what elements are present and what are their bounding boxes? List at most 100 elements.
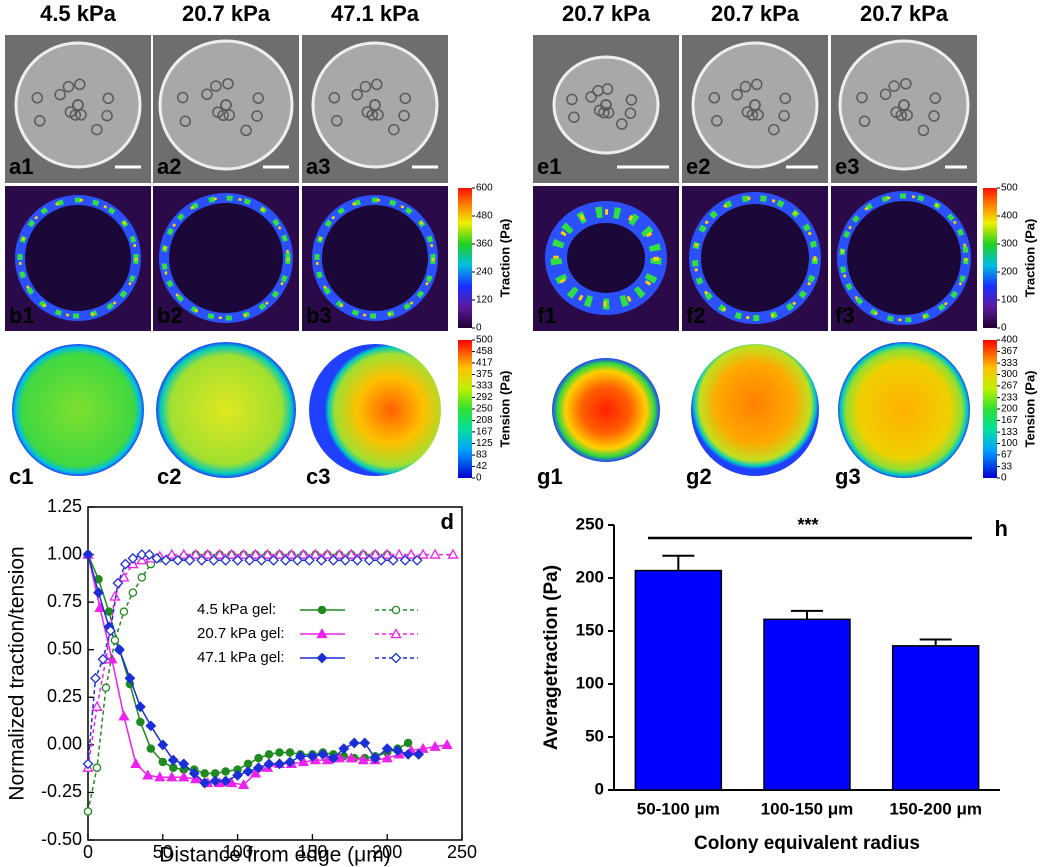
cell-texture <box>901 109 913 121</box>
cell-texture <box>399 92 412 105</box>
colorbar-tick-label: 33 <box>1001 461 1013 472</box>
cell-texture <box>371 78 383 91</box>
marker <box>413 748 425 760</box>
traction-peak <box>553 209 659 307</box>
colony <box>14 41 142 169</box>
marker <box>348 737 360 749</box>
panel-label: e2 <box>686 154 710 179</box>
marker <box>97 653 109 665</box>
cell-texture <box>768 123 780 136</box>
marker <box>118 571 130 582</box>
marker <box>249 767 262 778</box>
colony <box>552 55 660 155</box>
marker <box>295 750 306 762</box>
marker <box>297 756 310 767</box>
column-header: 20.7 kPa <box>182 1 271 26</box>
colorbar-tick-label: 267 <box>1001 381 1018 392</box>
y-tick-label: -0.25 <box>41 781 82 801</box>
tension-map <box>156 342 296 478</box>
x-tick-label: 250 <box>447 842 477 862</box>
colorbar-title: Traction (Pa) <box>497 219 512 298</box>
marker <box>244 554 255 566</box>
cell-texture <box>585 91 597 103</box>
marker <box>317 748 329 760</box>
colorbar <box>458 188 472 328</box>
colorbar-tick-label: 125 <box>476 438 493 449</box>
colorbar-tick-label: 500 <box>1001 183 1018 194</box>
cell-texture <box>600 99 612 111</box>
marker <box>261 548 274 559</box>
marker <box>104 607 114 616</box>
marker <box>284 756 296 768</box>
x-axis-label: Colony equivalent radius <box>694 833 920 854</box>
marker <box>359 737 371 749</box>
marker <box>345 752 357 763</box>
cell-texture <box>34 115 46 127</box>
colorbar-tick-label: 292 <box>476 392 493 403</box>
colorbar-tick-label: 200 <box>1001 267 1018 278</box>
marker <box>188 767 200 779</box>
marker <box>256 554 267 566</box>
cell-texture <box>252 92 264 104</box>
column-header: 20.7 kPa <box>562 1 651 26</box>
marker <box>254 753 263 763</box>
cell-texture <box>602 106 615 119</box>
marker <box>90 672 101 684</box>
traction-peak <box>315 198 435 318</box>
colorbar-tick-label: 133 <box>1001 427 1018 438</box>
traction-peak <box>693 196 817 320</box>
marker <box>297 548 310 559</box>
cell-texture <box>369 99 381 111</box>
colorbar-tick-label: 100 <box>1001 295 1018 306</box>
cell-texture <box>917 124 930 137</box>
marker <box>369 752 381 764</box>
panel-label: d <box>441 509 454 534</box>
x-tick-label: 100 <box>223 842 253 862</box>
marker <box>273 548 286 559</box>
marker <box>390 628 402 639</box>
panel-label: f2 <box>686 303 706 328</box>
marker <box>202 548 214 559</box>
column-header: 47.1 kPa <box>331 1 420 26</box>
marker <box>190 548 202 559</box>
traction-peak <box>162 196 290 320</box>
colorbar-title: Tension (Pa) <box>497 370 512 447</box>
colorbar-tick-label: 500 <box>476 335 493 346</box>
marker <box>82 758 94 770</box>
marker <box>285 748 295 757</box>
column-header: 20.7 kPa <box>860 1 949 26</box>
marker <box>130 758 142 769</box>
colorbar-tick-label: 0 <box>1001 473 1007 484</box>
colony <box>838 39 970 171</box>
marker <box>154 771 166 782</box>
cell-texture <box>331 115 343 127</box>
marker <box>402 748 414 760</box>
y-tick-label: 1.00 <box>47 543 82 563</box>
cell-texture <box>388 123 400 136</box>
marker <box>109 590 121 601</box>
x-tick-label: 50 <box>153 842 173 862</box>
marker <box>317 605 327 615</box>
marker <box>417 742 429 753</box>
marker <box>429 548 441 559</box>
colorbar-tick-label: 0 <box>476 473 482 484</box>
marker <box>119 558 131 570</box>
colorbar-tick-label: 167 <box>476 427 493 438</box>
marker <box>392 745 404 756</box>
colorbar-tick-label: 67 <box>1001 450 1013 461</box>
colorbar-tick-label: 120 <box>476 295 493 306</box>
panel-label: b2 <box>157 303 183 328</box>
x-tick-label: 50-100 μm <box>637 799 720 818</box>
marker <box>429 740 441 751</box>
panel-label: h <box>995 516 1008 541</box>
bar <box>891 645 980 791</box>
marker <box>92 763 102 772</box>
marker <box>339 554 351 566</box>
colorbar-tick-label: 458 <box>476 346 493 357</box>
colorbar-tick-label: 367 <box>1001 346 1018 357</box>
column-header: 4.5 kPa <box>40 1 117 26</box>
colorbar-tick-label: 400 <box>1001 335 1018 346</box>
y-tick-label: 1.25 <box>47 496 82 516</box>
marker <box>232 769 244 781</box>
bar <box>634 569 723 791</box>
